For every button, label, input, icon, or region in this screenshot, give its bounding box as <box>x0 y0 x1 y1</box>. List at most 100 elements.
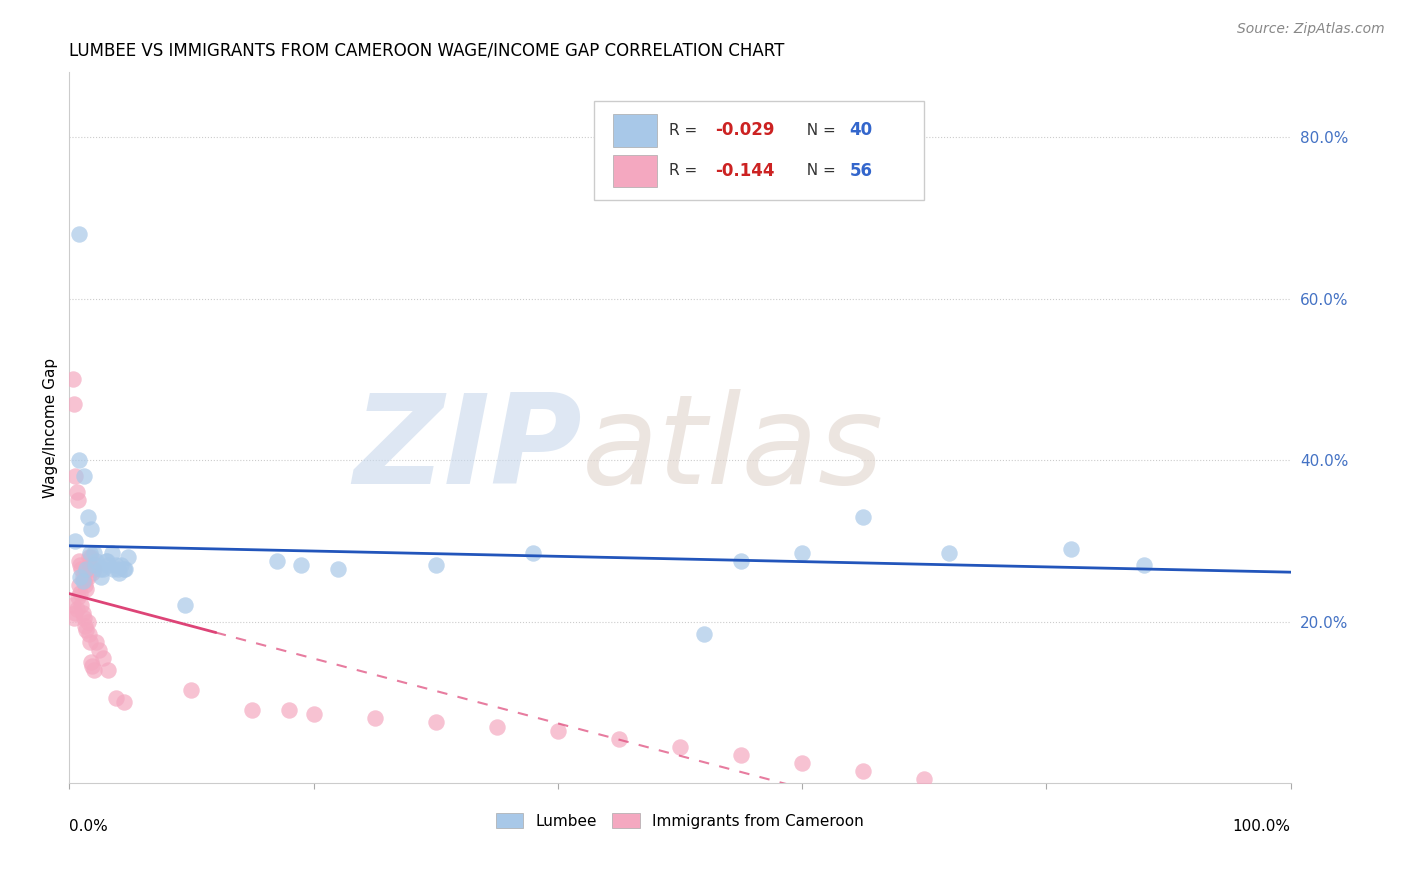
Point <box>67 578 90 592</box>
Point <box>65 469 87 483</box>
Point <box>75 582 97 597</box>
Point <box>607 731 630 746</box>
Point <box>112 695 135 709</box>
Point <box>730 747 752 762</box>
Point <box>83 558 105 572</box>
Point <box>72 607 94 621</box>
Point <box>547 723 569 738</box>
Point <box>94 554 117 568</box>
Point <box>302 707 325 722</box>
Point <box>63 610 86 624</box>
Text: Source: ZipAtlas.com: Source: ZipAtlas.com <box>1237 22 1385 37</box>
Point <box>79 558 101 572</box>
Point <box>75 562 97 576</box>
Point <box>82 566 104 580</box>
FancyBboxPatch shape <box>613 154 657 187</box>
Point <box>69 586 91 600</box>
Point <box>79 634 101 648</box>
Point <box>62 372 84 386</box>
Point <box>96 554 118 568</box>
Point <box>104 558 127 572</box>
Point <box>75 623 97 637</box>
Text: 0.0%: 0.0% <box>69 819 108 834</box>
Text: N =: N = <box>797 123 841 137</box>
Text: R =: R = <box>669 163 702 178</box>
Point <box>67 554 90 568</box>
Point <box>852 764 875 778</box>
Point <box>67 453 90 467</box>
Text: N =: N = <box>797 163 841 178</box>
Point <box>65 607 87 621</box>
Point <box>76 509 98 524</box>
Point <box>107 562 129 576</box>
Point <box>82 659 104 673</box>
Point <box>73 574 96 589</box>
Point <box>326 562 349 576</box>
Point <box>730 554 752 568</box>
Point <box>62 599 84 613</box>
Point <box>89 562 111 576</box>
Point <box>97 558 120 572</box>
Point <box>242 703 264 717</box>
Point <box>69 558 91 572</box>
Point <box>112 562 135 576</box>
Point <box>290 558 312 572</box>
Point <box>73 469 96 483</box>
Point <box>65 485 87 500</box>
Point <box>117 549 139 564</box>
Point <box>852 509 875 524</box>
Point <box>63 396 86 410</box>
Point <box>83 562 105 576</box>
Point <box>75 578 97 592</box>
Text: -0.029: -0.029 <box>716 121 775 139</box>
Point <box>938 546 960 560</box>
Point <box>1060 541 1083 556</box>
Point <box>101 546 124 560</box>
Point <box>266 554 288 568</box>
Point <box>114 562 136 576</box>
FancyBboxPatch shape <box>595 101 924 201</box>
Point <box>93 562 115 576</box>
Point <box>67 227 90 241</box>
Point <box>75 618 97 632</box>
Point <box>77 549 100 564</box>
Point <box>83 546 105 560</box>
Y-axis label: Wage/Income Gap: Wage/Income Gap <box>44 358 58 498</box>
Point <box>80 655 103 669</box>
Point <box>363 711 385 725</box>
Point <box>790 546 813 560</box>
Point <box>72 570 94 584</box>
Point <box>66 493 89 508</box>
Point <box>90 570 112 584</box>
Point <box>669 739 692 754</box>
Point <box>1133 558 1156 572</box>
Point <box>790 756 813 770</box>
Point <box>693 626 716 640</box>
Text: 100.0%: 100.0% <box>1233 819 1291 834</box>
Point <box>66 591 89 605</box>
Point <box>84 634 107 648</box>
Point <box>522 546 544 560</box>
Point <box>76 615 98 629</box>
Text: 40: 40 <box>849 121 873 139</box>
Point <box>80 522 103 536</box>
Point <box>110 558 132 572</box>
Point <box>912 772 935 786</box>
Point <box>108 566 131 580</box>
Point <box>73 610 96 624</box>
Point <box>70 599 93 613</box>
Point <box>425 558 447 572</box>
Text: -0.144: -0.144 <box>716 162 775 180</box>
Point <box>80 549 103 564</box>
Point <box>278 703 301 717</box>
Point <box>180 683 202 698</box>
Point <box>76 570 98 584</box>
Point <box>69 570 91 584</box>
Text: LUMBEE VS IMMIGRANTS FROM CAMEROON WAGE/INCOME GAP CORRELATION CHART: LUMBEE VS IMMIGRANTS FROM CAMEROON WAGE/… <box>69 42 785 60</box>
Text: R =: R = <box>669 123 702 137</box>
Point <box>77 626 100 640</box>
Point <box>70 562 93 576</box>
Point <box>97 663 120 677</box>
Legend: Lumbee, Immigrants from Cameroon: Lumbee, Immigrants from Cameroon <box>496 813 863 829</box>
Point <box>103 562 125 576</box>
